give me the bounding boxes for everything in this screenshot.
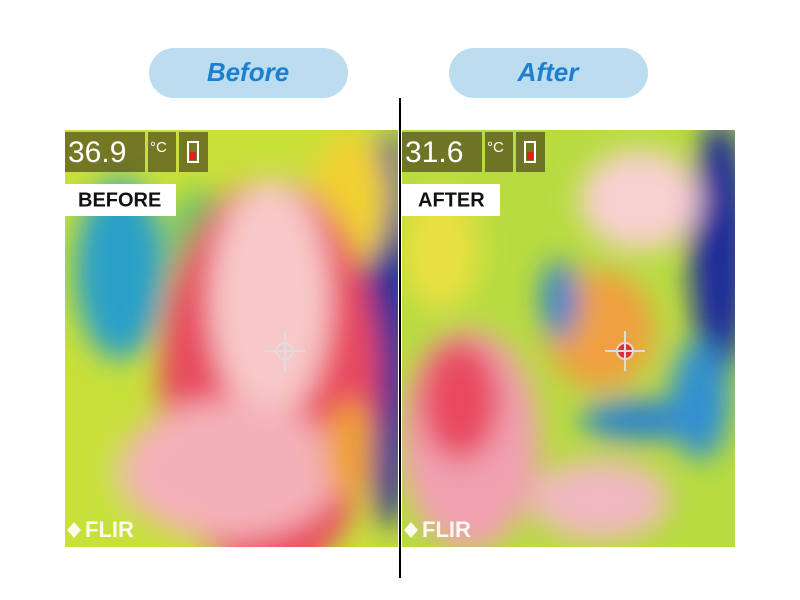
heading-pill xyxy=(449,48,648,98)
battery-level xyxy=(527,152,533,160)
temperature: 31.6 xyxy=(405,136,463,169)
unit-box xyxy=(148,132,176,172)
crosshair xyxy=(265,331,305,371)
battery-icon xyxy=(187,141,199,163)
label: BEFORE xyxy=(78,189,161,211)
thermal-image xyxy=(402,130,735,547)
label-box xyxy=(402,184,500,216)
brand-icon xyxy=(404,522,418,538)
temperature: 36.9 xyxy=(68,136,126,169)
heading: Before xyxy=(207,57,289,87)
battery-icon xyxy=(524,141,536,163)
label: AFTER xyxy=(418,189,485,211)
crosshair xyxy=(605,331,645,371)
label-box xyxy=(65,184,176,216)
temp-box xyxy=(402,132,482,172)
unit: °C xyxy=(487,139,504,156)
unit: °C xyxy=(150,139,167,156)
battery-level xyxy=(190,152,196,160)
heading-pill xyxy=(149,48,348,98)
brand-icon xyxy=(67,522,81,538)
temp-box xyxy=(65,132,145,172)
brand: FLIR xyxy=(85,517,134,542)
unit-box xyxy=(485,132,513,172)
brand: FLIR xyxy=(422,517,471,542)
heading: After xyxy=(517,57,581,87)
